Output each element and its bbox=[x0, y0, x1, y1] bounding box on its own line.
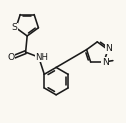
Text: N: N bbox=[102, 58, 108, 67]
Text: S: S bbox=[11, 23, 17, 32]
Text: NH: NH bbox=[35, 53, 48, 62]
Text: N: N bbox=[105, 44, 112, 53]
Text: O: O bbox=[7, 53, 15, 62]
